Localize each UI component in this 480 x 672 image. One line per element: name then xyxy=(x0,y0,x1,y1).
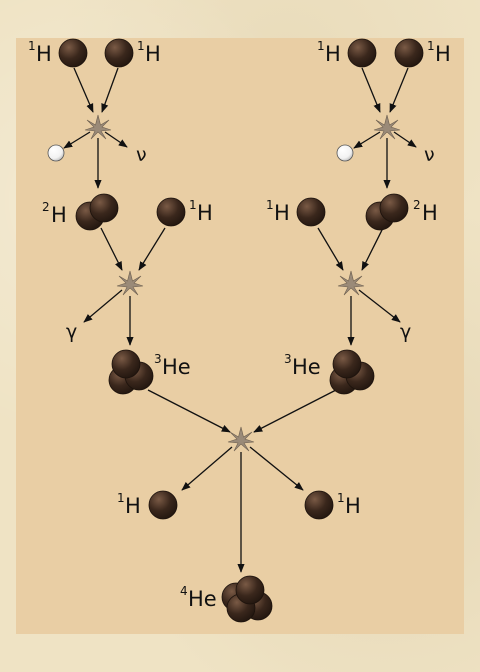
proton-top-left-b xyxy=(104,38,134,68)
svg-text:H: H xyxy=(345,494,361,518)
svg-text:H: H xyxy=(125,494,141,518)
proton-output-left xyxy=(148,490,178,520)
svg-text:He: He xyxy=(188,587,217,611)
svg-text:2: 2 xyxy=(42,200,50,214)
svg-text:1: 1 xyxy=(337,491,345,505)
label-h1-top-right-b: 1 H xyxy=(427,39,451,66)
label-neutrino-left: ν xyxy=(136,144,147,166)
svg-text:He: He xyxy=(162,355,191,379)
label-he4: 4 He xyxy=(180,584,217,611)
interaction-burst-bottom xyxy=(227,426,255,452)
svg-text:1: 1 xyxy=(266,198,274,212)
svg-text:H: H xyxy=(422,201,438,225)
svg-text:H: H xyxy=(51,203,67,227)
deuterium-left xyxy=(75,193,119,231)
svg-text:1: 1 xyxy=(28,39,36,53)
deuterium-right xyxy=(365,193,409,231)
interaction-burst-top-left xyxy=(84,114,112,140)
helium-3-left xyxy=(108,349,154,395)
label-h1-middle-left: 1 H xyxy=(189,198,213,225)
svg-text:H: H xyxy=(435,42,451,66)
proton-top-left-a xyxy=(58,38,88,68)
label-h2-right: 2 H xyxy=(413,198,438,225)
svg-text:He: He xyxy=(292,355,321,379)
svg-text:1: 1 xyxy=(427,39,435,53)
label-neutrino-right: ν xyxy=(424,144,435,166)
label-h1-output-right: 1 H xyxy=(337,491,361,518)
svg-text:H: H xyxy=(197,201,213,225)
label-h2-left: 2 H xyxy=(42,200,67,227)
proton-top-right-a xyxy=(347,38,377,68)
label-h1-output-left: 1 H xyxy=(117,491,141,518)
svg-text:3: 3 xyxy=(154,352,162,366)
svg-text:1: 1 xyxy=(189,198,197,212)
label-he3-right: 3 He xyxy=(284,352,321,379)
label-h1-top-right-a: 1 H xyxy=(317,39,341,66)
svg-text:2: 2 xyxy=(413,198,421,212)
label-gamma-left: γ xyxy=(66,321,77,343)
proton-middle-right xyxy=(296,197,326,227)
svg-text:1: 1 xyxy=(137,39,145,53)
svg-text:1: 1 xyxy=(117,491,125,505)
svg-text:H: H xyxy=(36,42,52,66)
svg-text:1: 1 xyxy=(317,39,325,53)
svg-text:3: 3 xyxy=(284,352,292,366)
proton-top-right-b xyxy=(394,38,424,68)
label-h1-middle-right: 1 H xyxy=(266,198,290,225)
helium-3-right xyxy=(329,349,375,395)
proton-output-right xyxy=(304,490,334,520)
svg-text:4: 4 xyxy=(180,584,188,598)
helium-4 xyxy=(221,575,273,623)
positron-right xyxy=(336,144,354,162)
diagram-panel xyxy=(16,38,464,634)
label-h1-top-left-b: 1 H xyxy=(137,39,161,66)
interaction-burst-top-right xyxy=(373,114,401,140)
svg-text:H: H xyxy=(325,42,341,66)
svg-text:H: H xyxy=(274,201,290,225)
svg-text:H: H xyxy=(145,42,161,66)
reaction-arrows xyxy=(63,67,417,573)
label-he3-left: 3 He xyxy=(154,352,191,379)
label-h1-top-left-a: 1 H xyxy=(28,39,52,66)
proton-middle-left xyxy=(156,197,186,227)
interaction-burst-middle-left xyxy=(116,270,144,296)
label-gamma-right: γ xyxy=(400,321,411,343)
interaction-burst-middle-right xyxy=(337,270,365,296)
positron-left xyxy=(47,144,65,162)
